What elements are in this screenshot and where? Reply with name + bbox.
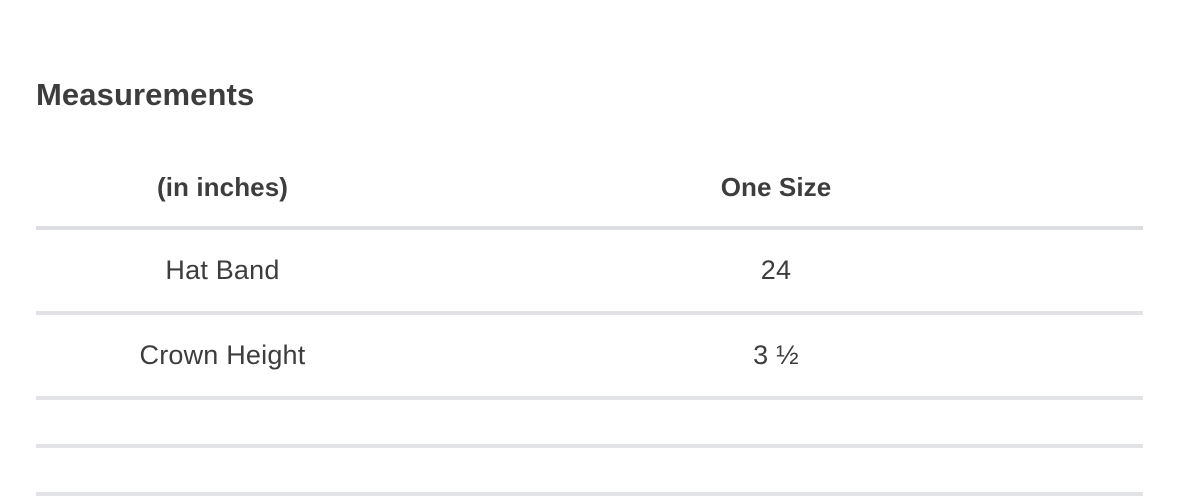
measurement-value bbox=[409, 398, 1143, 446]
table-header-row: (in inches) One Size bbox=[36, 148, 1143, 228]
measurement-label bbox=[36, 398, 409, 446]
table-header: (in inches) One Size bbox=[36, 148, 1143, 228]
measurements-table: (in inches) One Size Hat Band 24 Crown H… bbox=[36, 148, 1143, 496]
table-row: Hat Band 24 bbox=[36, 228, 1143, 313]
table-row: Crown Height 3 ½ bbox=[36, 313, 1143, 398]
table-body: Hat Band 24 Crown Height 3 ½ bbox=[36, 228, 1143, 494]
measurement-label bbox=[36, 446, 409, 494]
size-header: One Size bbox=[720, 171, 832, 202]
measurement-value: 24 bbox=[760, 255, 792, 285]
table-row-empty bbox=[36, 446, 1143, 494]
measurements-page: Measurements (in inches) One Size Hat Ba… bbox=[36, 77, 1143, 494]
page-title: Measurements bbox=[36, 77, 255, 112]
measurement-label: Crown Height bbox=[139, 340, 306, 370]
measurement-value bbox=[409, 446, 1143, 494]
table-row-empty bbox=[36, 398, 1143, 446]
measurement-label: Hat Band bbox=[165, 255, 280, 285]
unit-header: (in inches) bbox=[156, 171, 289, 202]
measurement-value: 3 ½ bbox=[753, 340, 799, 370]
